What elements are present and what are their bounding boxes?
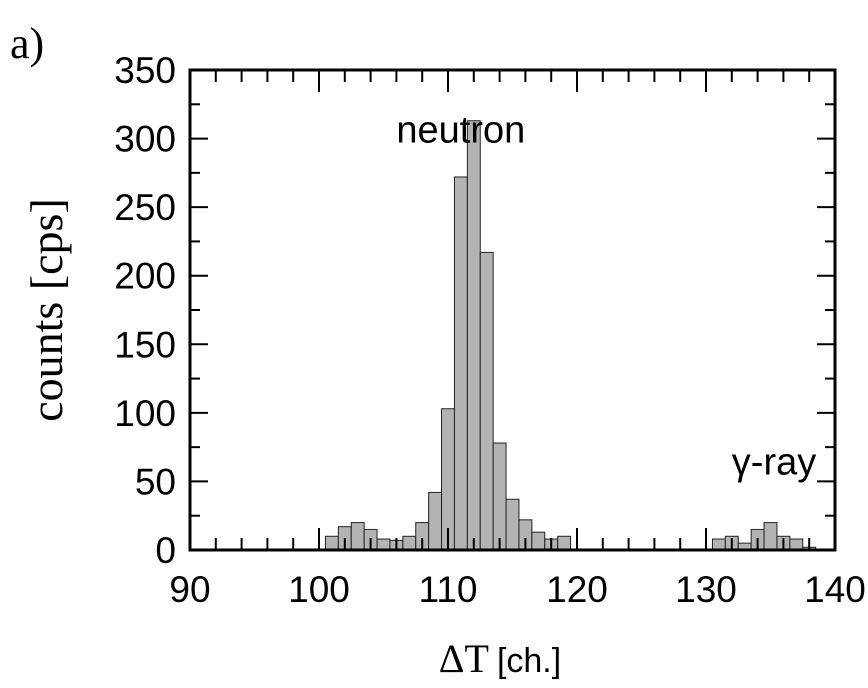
x-tick-label: 90	[169, 569, 210, 610]
y-tick-label: 100	[114, 393, 176, 434]
y-tick-labels: 0 50 100 150 200 250 300 350	[114, 50, 176, 571]
histogram-bar	[763, 522, 778, 551]
histogram-bar	[428, 491, 443, 551]
y-tick-label: 150	[114, 324, 176, 365]
y-tick-label: 350	[114, 50, 176, 91]
histogram-bar	[324, 535, 339, 551]
histogram-bar	[711, 538, 726, 551]
x-tick-labels: 90 100 110 120 130 140	[169, 569, 865, 610]
x-axis-label: ΔT [ch.]	[439, 636, 561, 681]
x-tick-label: 100	[288, 569, 350, 610]
y-axis-label: counts [cps]	[21, 198, 72, 422]
histogram-bar	[531, 531, 546, 551]
histogram-bar	[492, 442, 507, 551]
histogram-bar	[557, 535, 572, 551]
histogram-bar	[505, 498, 520, 551]
y-tick-label: 250	[114, 187, 176, 228]
x-axis-label-symbol: ΔT	[439, 636, 489, 681]
y-tick-label: 0	[155, 530, 176, 571]
x-tick-label: 110	[419, 569, 478, 610]
histogram-bar	[479, 251, 494, 551]
x-tick-label: 120	[546, 569, 608, 610]
histogram-bar	[402, 535, 417, 551]
histogram-bar	[789, 538, 804, 551]
histogram-bars	[324, 120, 817, 551]
plot-frame	[188, 68, 837, 552]
y-tick-label: 300	[114, 119, 176, 160]
x-axis-label-unit: [ch.]	[497, 642, 561, 680]
annotation-neutron: neutron	[396, 110, 525, 152]
panel-label: a)	[10, 19, 44, 68]
histogram-bar	[350, 522, 365, 551]
histogram-bar	[376, 538, 391, 551]
y-tick-label: 200	[114, 256, 176, 297]
histogram-bar	[466, 120, 481, 551]
x-tick-label: 130	[675, 569, 737, 610]
x-tick-label: 140	[804, 569, 866, 610]
y-tick-label: 50	[135, 461, 176, 502]
annotation-gamma-ray: γ-ray	[732, 442, 816, 484]
histogram-bar	[453, 176, 468, 551]
